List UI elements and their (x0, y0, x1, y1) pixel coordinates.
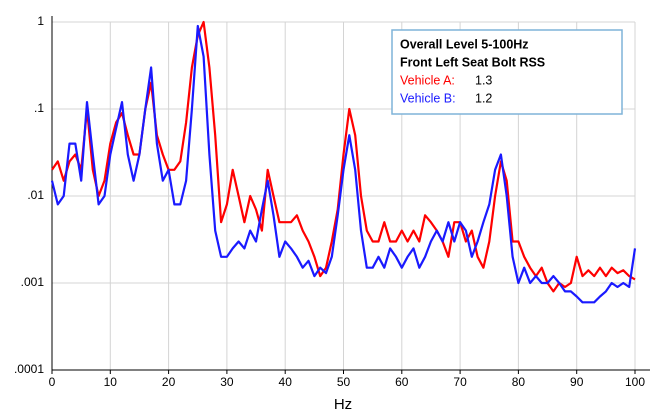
x-tick-label: 90 (570, 375, 584, 389)
legend-box (391, 29, 623, 115)
y-tick-label: .001 (21, 275, 45, 289)
x-tick-label: 40 (279, 375, 293, 389)
x-tick-label: 70 (453, 375, 467, 389)
y-tick-label: .1 (34, 101, 44, 115)
x-tick-label: 100 (625, 375, 645, 389)
x-axis-label: Hz (334, 396, 352, 413)
series-line (51, 20, 636, 293)
series-line (50, 24, 637, 304)
legend-value: 1.2 (475, 91, 492, 105)
x-tick-label: 80 (512, 375, 526, 389)
legend-value: 1.3 (475, 73, 492, 87)
x-tick-label: 10 (104, 375, 118, 389)
x-tick-label: 50 (337, 375, 351, 389)
x-tick-label: 30 (220, 375, 234, 389)
y-tick-label: .01 (27, 188, 44, 202)
x-tick-label: 20 (162, 375, 176, 389)
legend-entry: Vehicle B: (400, 91, 456, 105)
y-tick-label: 1 (37, 14, 44, 28)
x-tick-label: 0 (49, 375, 56, 389)
x-tick-label: 60 (395, 375, 409, 389)
y-tick-label: .0001 (14, 362, 44, 376)
legend-title: Overall Level 5-100Hz (400, 37, 529, 51)
legend-entry: Vehicle A: (400, 73, 455, 87)
legend-title: Front Left Seat Bolt RSS (400, 55, 545, 69)
